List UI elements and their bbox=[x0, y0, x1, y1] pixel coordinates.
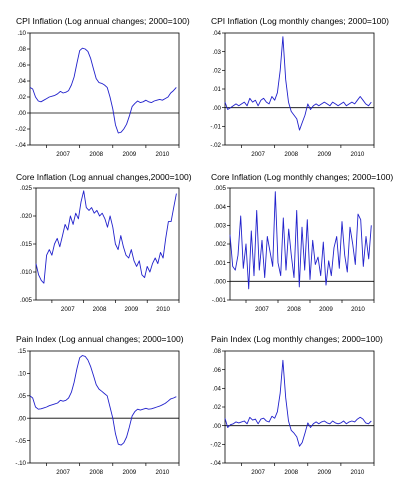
y-tick-label: .010 bbox=[20, 269, 33, 276]
x-tick-label: 2008 bbox=[93, 306, 107, 313]
x-tick-label: 2010 bbox=[351, 469, 365, 476]
chart-panel-1: CPI Inflation (Log annual changes; 2000=… bbox=[15, 16, 190, 158]
chart-panel-6: Pain Index (Log monthly changes; 2000=10… bbox=[210, 334, 383, 476]
y-tick-label: .10 bbox=[17, 30, 26, 37]
y-tick-label: .00 bbox=[212, 423, 221, 430]
y-tick-label: .00 bbox=[17, 110, 26, 117]
y-tick-label: .02 bbox=[17, 94, 26, 101]
chart-panel-4: Core Inflation (Log monthly changes; 200… bbox=[211, 172, 393, 313]
x-tick-label: 2009 bbox=[122, 151, 136, 158]
chart-panel-5: Pain Index (Log annual changes; 2000=100… bbox=[15, 334, 183, 476]
chart-title: Pain Index (Log monthly changes; 2000=10… bbox=[211, 334, 383, 344]
series-line bbox=[224, 359, 372, 447]
x-tick-label: 2008 bbox=[284, 151, 298, 158]
y-tick-label: .020 bbox=[20, 213, 33, 220]
y-tick-label: -.02 bbox=[15, 126, 26, 133]
chart-title: CPI Inflation (Log monthly changes; 2000… bbox=[211, 16, 389, 26]
y-tick-label: .04 bbox=[212, 30, 221, 37]
series-line bbox=[224, 36, 372, 131]
series-line bbox=[229, 191, 372, 290]
y-tick-label: .005 bbox=[20, 297, 33, 304]
chart-panel-2: CPI Inflation (Log monthly changes; 2000… bbox=[210, 16, 389, 158]
x-tick-label: 2007 bbox=[56, 469, 70, 476]
x-tick-label: 2010 bbox=[351, 306, 365, 313]
y-tick-label: .10 bbox=[17, 371, 26, 378]
y-tick-label: .08 bbox=[17, 46, 26, 53]
x-tick-label: 2007 bbox=[61, 306, 75, 313]
x-tick-label: 2007 bbox=[251, 151, 265, 158]
y-tick-label: .04 bbox=[212, 386, 221, 393]
series-line bbox=[29, 47, 177, 134]
plot-frame bbox=[35, 187, 180, 301]
y-tick-label: -.10 bbox=[15, 460, 26, 467]
y-tick-label: -.05 bbox=[15, 438, 26, 445]
chart-title: Pain Index (Log annual changes; 2000=100… bbox=[16, 334, 184, 344]
y-tick-label: -.001 bbox=[212, 297, 227, 304]
x-tick-label: 2010 bbox=[351, 151, 365, 158]
x-tick-label: 2007 bbox=[56, 151, 70, 158]
x-tick-label: 2009 bbox=[124, 306, 138, 313]
y-tick-label: -.02 bbox=[210, 442, 221, 449]
x-tick-label: 2008 bbox=[284, 469, 298, 476]
x-tick-label: 2009 bbox=[122, 469, 136, 476]
y-tick-label: .02 bbox=[212, 68, 221, 75]
y-tick-label: .03 bbox=[212, 49, 221, 56]
x-tick-label: 2010 bbox=[156, 469, 170, 476]
y-tick-label: -.02 bbox=[210, 142, 221, 149]
y-tick-label: .02 bbox=[212, 404, 221, 411]
y-tick-label: .00 bbox=[212, 105, 221, 112]
y-tick-label: .05 bbox=[17, 393, 26, 400]
y-tick-label: .000 bbox=[214, 279, 227, 286]
y-tick-label: .06 bbox=[212, 367, 221, 374]
x-tick-label: 2007 bbox=[251, 469, 265, 476]
x-tick-label: 2008 bbox=[89, 151, 103, 158]
series-line bbox=[29, 355, 177, 446]
series-line bbox=[35, 190, 177, 284]
x-tick-label: 2008 bbox=[89, 469, 103, 476]
plot-frame bbox=[29, 32, 180, 146]
chart-title: Core Inflation (Log monthly changes; 200… bbox=[211, 172, 393, 182]
x-tick-label: 2008 bbox=[287, 306, 301, 313]
y-tick-label: .025 bbox=[20, 185, 33, 192]
y-tick-label: .001 bbox=[214, 260, 227, 267]
y-tick-label: .003 bbox=[214, 223, 227, 230]
plot-frame bbox=[29, 350, 180, 464]
x-tick-label: 2009 bbox=[317, 469, 331, 476]
chart-panel-3: Core Inflation (Log annual changes,2000=… bbox=[16, 172, 192, 313]
y-tick-label: .04 bbox=[17, 78, 26, 85]
y-tick-label: .01 bbox=[212, 86, 221, 93]
y-tick-label: .08 bbox=[212, 348, 221, 355]
y-tick-label: .15 bbox=[17, 348, 26, 355]
y-tick-label: -.04 bbox=[210, 460, 221, 467]
x-tick-label: 2007 bbox=[255, 306, 269, 313]
chart-title: CPI Inflation (Log annual changes; 2000=… bbox=[16, 16, 190, 26]
y-tick-label: -.01 bbox=[210, 124, 221, 131]
chart-title: Core Inflation (Log annual changes,2000=… bbox=[16, 172, 192, 182]
y-tick-label: .015 bbox=[20, 241, 33, 248]
x-tick-label: 2009 bbox=[319, 306, 333, 313]
y-tick-label: .005 bbox=[214, 185, 227, 192]
x-tick-label: 2009 bbox=[317, 151, 331, 158]
x-tick-label: 2010 bbox=[156, 151, 170, 158]
y-tick-label: .06 bbox=[17, 62, 26, 69]
y-tick-label: .00 bbox=[17, 415, 26, 422]
x-tick-label: 2010 bbox=[156, 306, 170, 313]
y-tick-label: .004 bbox=[214, 204, 227, 211]
y-tick-label: .002 bbox=[214, 241, 227, 248]
y-tick-label: -.04 bbox=[15, 142, 26, 149]
